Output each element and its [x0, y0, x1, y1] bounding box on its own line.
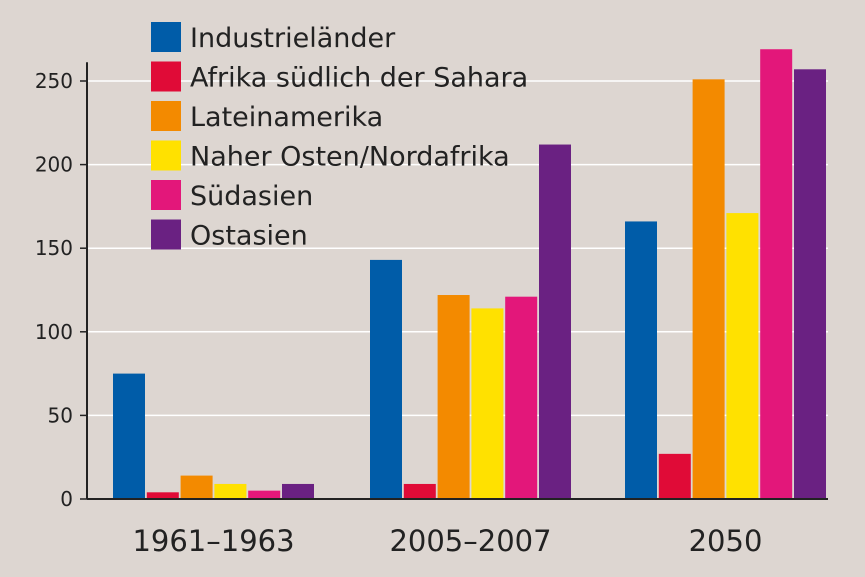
bar: [658, 453, 691, 499]
bar: [539, 144, 571, 499]
bar: [625, 221, 657, 499]
bar: [214, 483, 247, 499]
bar: [282, 483, 314, 499]
bar: [726, 213, 759, 499]
legend-label: Afrika südlich der Sahara: [190, 63, 528, 94]
bar: [403, 483, 436, 499]
legend-label: Südasien: [190, 181, 313, 212]
legend-swatch: [151, 22, 181, 52]
legend-label: Lateinamerika: [190, 102, 383, 133]
legend-swatch: [151, 101, 181, 131]
bar: [146, 492, 179, 499]
bar: [471, 308, 504, 499]
legend-swatch: [151, 180, 181, 210]
x-tick-label: 2050: [689, 524, 763, 558]
bar: [248, 490, 281, 499]
y-tick-label: 200: [35, 153, 73, 177]
bar: [370, 259, 402, 499]
y-tick-label: 150: [35, 236, 73, 260]
y-tick-label: 50: [48, 403, 73, 427]
legend-label: Naher Osten/Nordafrika: [190, 142, 510, 173]
y-tick-label: 100: [35, 320, 73, 344]
bar: [113, 373, 145, 499]
x-tick-label: 2005–2007: [389, 524, 551, 558]
legend-label: Ostasien: [190, 221, 308, 252]
legend-swatch: [151, 219, 181, 250]
bar: [794, 69, 826, 500]
legend-swatch: [151, 140, 181, 171]
legend-swatch: [151, 61, 181, 92]
bar: [692, 79, 725, 499]
bar: [437, 295, 470, 499]
bar: [760, 49, 793, 500]
y-tick-label: 0: [60, 487, 73, 511]
x-tick-label: 1961–1963: [132, 524, 294, 558]
bar: [505, 296, 538, 499]
y-tick-label: 250: [35, 69, 73, 93]
legend-label: Industrieländer: [190, 23, 396, 54]
bar: [180, 475, 213, 499]
